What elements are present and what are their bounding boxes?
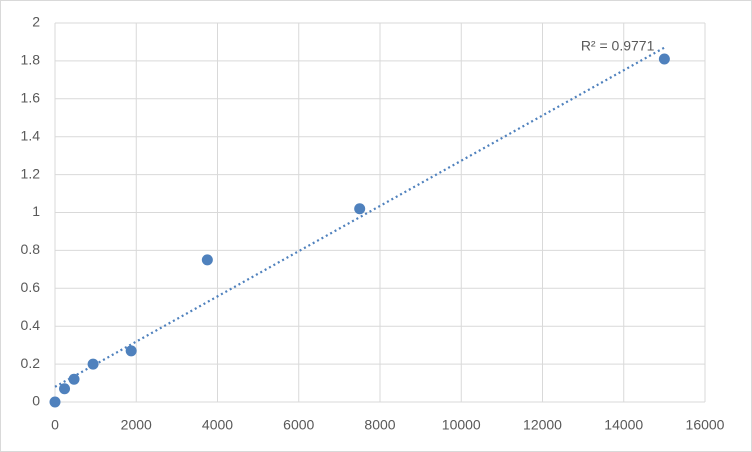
y-tick-label: 1.4: [21, 127, 41, 143]
y-tick-label: 0: [32, 393, 40, 409]
x-tick-label: 8000: [364, 417, 395, 433]
y-tick-label: 0.4: [21, 317, 41, 333]
y-tick-label: 1: [32, 203, 40, 219]
y-tick-label: 0.2: [21, 355, 41, 371]
y-tick-label: 0.8: [21, 241, 41, 257]
point: [125, 345, 137, 357]
trendline: [54, 46, 665, 388]
x-tick-label: 14000: [604, 417, 643, 433]
x-tick-label: 12000: [523, 417, 562, 433]
y-tick-label: 0.6: [21, 279, 41, 295]
x-tick-label: 10000: [442, 417, 481, 433]
y-tick-label: 1.8: [21, 52, 41, 68]
y-tick-label: 1.6: [21, 90, 41, 106]
point: [658, 53, 670, 65]
x-tick-label: 6000: [283, 417, 314, 433]
x-tick-label: 2000: [121, 417, 152, 433]
y-tick-label: 2: [32, 14, 40, 30]
point: [87, 358, 99, 370]
trendline-label: R² = 0.9771: [581, 37, 655, 53]
point: [354, 203, 366, 215]
point: [201, 254, 213, 266]
x-tick-label: 4000: [202, 417, 233, 433]
point: [59, 383, 71, 395]
x-tick-label: 0: [51, 417, 59, 433]
x-tick-label: 16000: [686, 417, 725, 433]
point: [49, 396, 61, 408]
point: [68, 373, 80, 385]
y-tick-label: 1.2: [21, 165, 41, 181]
